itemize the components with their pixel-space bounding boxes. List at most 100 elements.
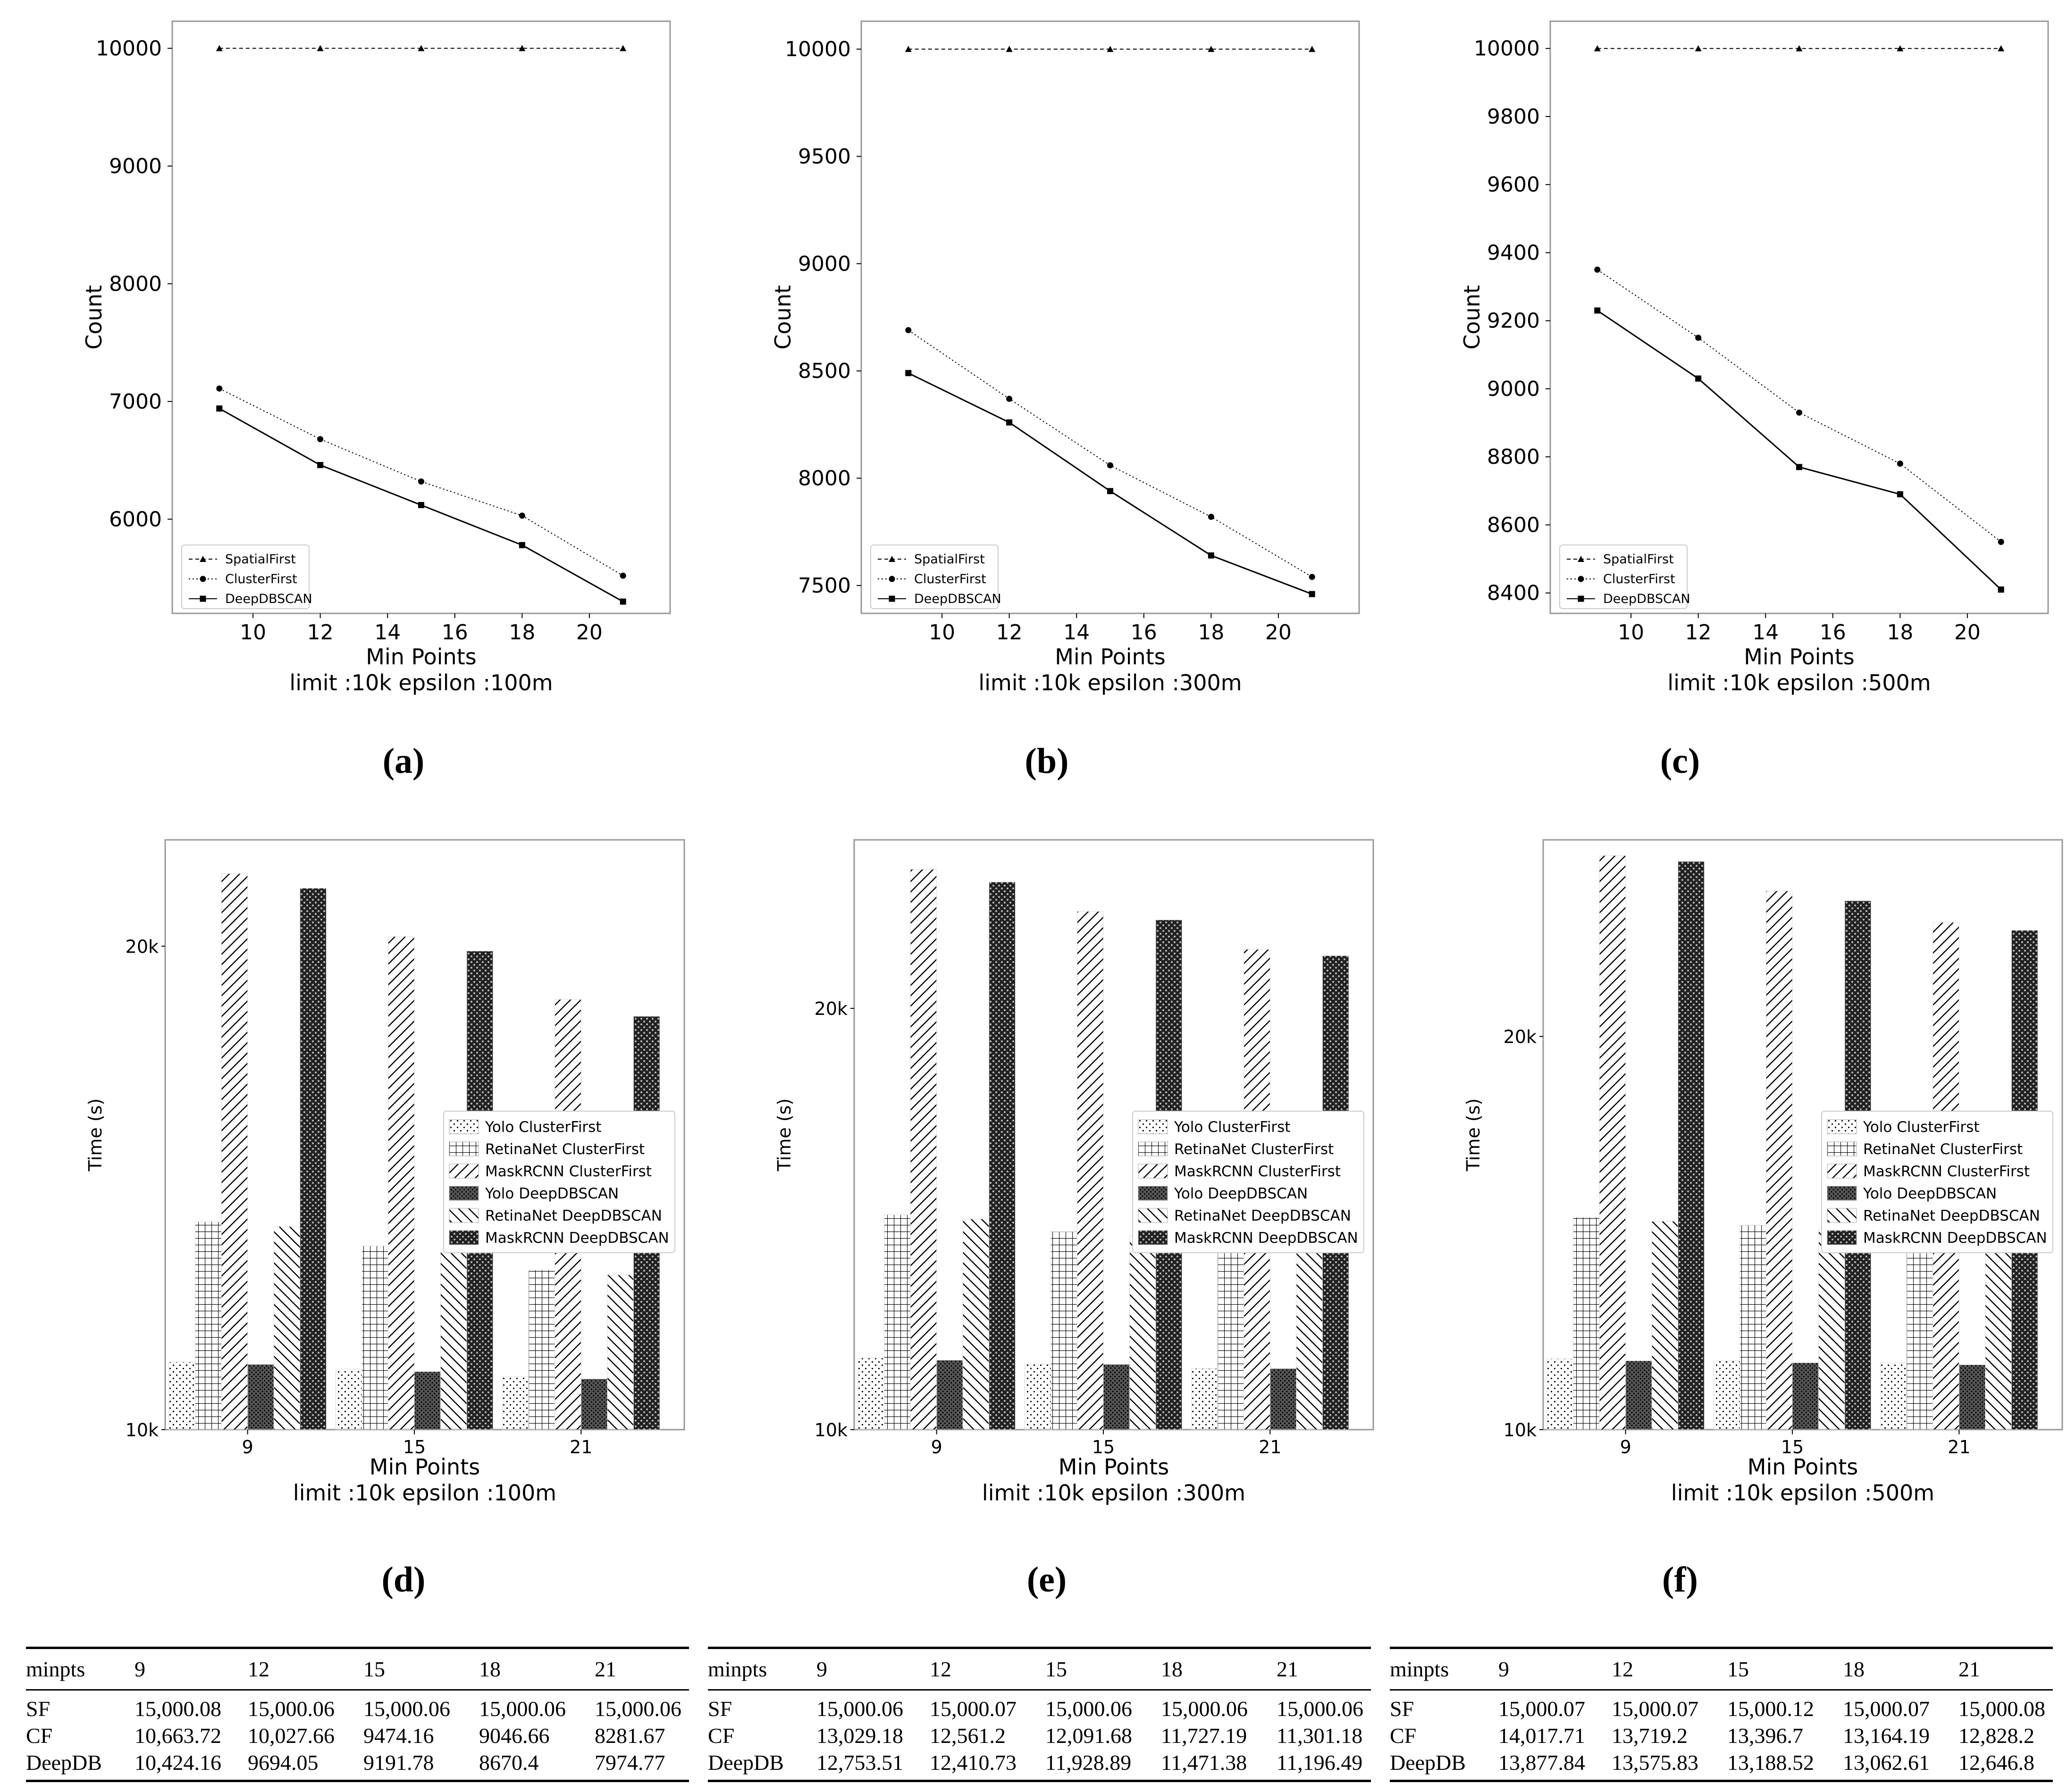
x-tick-label: 14 bbox=[1752, 620, 1779, 645]
table-cell: 11,727.19 bbox=[1161, 1724, 1247, 1748]
x-tick-label: 14 bbox=[374, 620, 401, 645]
table-header-cell: 18 bbox=[1161, 1647, 1277, 1691]
bar bbox=[1599, 855, 1626, 1430]
x-tick-label: 18 bbox=[1198, 620, 1224, 645]
y-tick-label: 8800 bbox=[1487, 445, 1540, 469]
series-clusterfirst bbox=[1594, 267, 2004, 545]
table-header-cell: 18 bbox=[1843, 1647, 1958, 1691]
table-cell: 15,000.06 bbox=[1045, 1697, 1132, 1721]
legend-label: MaskRCNN DeepDBSCAN bbox=[485, 1230, 669, 1247]
data-point bbox=[1695, 375, 1702, 382]
legend-swatch bbox=[449, 1230, 479, 1245]
table-header-cell: 21 bbox=[1277, 1647, 1371, 1691]
line-chart-b: 7500 8000 8500 9000 9500 10000 10 12 14 16 18 20 Min… bbox=[770, 20, 1360, 695]
y-tick-label: 20k bbox=[815, 998, 848, 1019]
table-header-cell: 21 bbox=[1958, 1647, 2053, 1691]
legend-box bbox=[443, 1111, 675, 1253]
data-point bbox=[1998, 539, 2004, 545]
table-a: minpts 9 12 15 18 21 SF 15,000.08 15,000.06 15,00… bbox=[26, 1647, 689, 1782]
table-cell: 15,000.06 bbox=[248, 1697, 335, 1721]
bar bbox=[221, 873, 248, 1430]
bar bbox=[1678, 861, 1705, 1430]
data-point bbox=[317, 45, 324, 51]
table-cell: 15,000.08 bbox=[1958, 1697, 2045, 1721]
legend-swatch bbox=[1138, 1164, 1168, 1179]
y-tick-label: 9200 bbox=[1487, 309, 1540, 333]
x-tick-label: 21 bbox=[570, 1437, 592, 1457]
caption-d: (d) bbox=[381, 1560, 426, 1599]
table-header-cell: 21 bbox=[595, 1647, 689, 1691]
legend-swatch bbox=[1827, 1230, 1857, 1245]
table-cell: 15,000.06 bbox=[363, 1697, 450, 1721]
chart-subtitle: limit :10k epsilon :500m bbox=[1667, 670, 1931, 695]
x-axis-label: Min Points bbox=[370, 1454, 480, 1480]
table-cell: 15,000.07 bbox=[1612, 1697, 1698, 1721]
table-cell: SF bbox=[1390, 1697, 1414, 1721]
y-tick-label: 8400 bbox=[1487, 581, 1540, 605]
x-axis-label: Min Points bbox=[1055, 644, 1165, 670]
table-cell: 12,828.2 bbox=[1958, 1724, 2034, 1748]
bar bbox=[1546, 1358, 1574, 1430]
bar bbox=[247, 1364, 274, 1430]
table-cell: 9191.78 bbox=[363, 1749, 479, 1782]
legend-swatch bbox=[449, 1186, 479, 1201]
x-tick-label: 15 bbox=[403, 1437, 426, 1457]
table-cell: DeepDB bbox=[708, 1749, 816, 1782]
table-header-row: minpts 9 12 15 18 21 bbox=[708, 1647, 1371, 1691]
series-line bbox=[1597, 269, 2001, 543]
legend-box bbox=[1821, 1111, 2053, 1253]
legend-swatch bbox=[1827, 1141, 1857, 1156]
legend-swatch bbox=[1827, 1164, 1857, 1179]
chart-subtitle: limit :10k epsilon :100m bbox=[289, 670, 553, 695]
table-cell: 11,301.18 bbox=[1277, 1724, 1363, 1748]
x-tick-label: 9 bbox=[931, 1437, 942, 1457]
table-row: DeepDB 12,753.51 12,410.73 11,928.89 11,471.… bbox=[708, 1749, 1371, 1782]
table-cell: 10,424.16 bbox=[134, 1749, 248, 1782]
data-point bbox=[1897, 491, 1903, 498]
results-table-b: minpts 9 12 15 18 21 SF 15,000.06 15,000.07 15,00… bbox=[708, 1647, 1371, 1782]
table-cell: 9474.16 bbox=[363, 1724, 434, 1748]
x-axis-label: Min Points bbox=[1059, 1454, 1169, 1480]
data-point bbox=[1594, 267, 1601, 273]
table-cell: 11,928.89 bbox=[1045, 1749, 1161, 1782]
y-tick-label: 7500 bbox=[798, 574, 851, 598]
caption-f: (f) bbox=[1662, 1560, 1698, 1599]
data-point bbox=[620, 598, 626, 605]
legend-label: Yolo ClusterFirst bbox=[1863, 1119, 1980, 1136]
results-table-c: minpts 9 12 15 18 21 SF 15,000.07 15,000.07 15,00… bbox=[1390, 1647, 2053, 1782]
legend-label: RetinaNet ClusterFirst bbox=[1863, 1141, 2023, 1158]
legend-label: MaskRCNN ClusterFirst bbox=[1174, 1163, 1341, 1180]
legend-label: DeepDBSCAN bbox=[225, 592, 312, 606]
table-cell: 11,196.49 bbox=[1277, 1749, 1371, 1782]
table-cell: 13,062.61 bbox=[1843, 1749, 1958, 1782]
x-tick-label: 21 bbox=[1259, 1437, 1281, 1457]
table-cell: SF bbox=[26, 1697, 50, 1721]
table-c: minpts 9 12 15 18 21 SF 15,000.07 15,000.07 15,00… bbox=[1390, 1647, 2053, 1782]
table-cell: 13,719.2 bbox=[1612, 1724, 1688, 1748]
bar bbox=[300, 888, 327, 1430]
y-tick-label: 10k bbox=[126, 1420, 159, 1440]
table-header-cell: 9 bbox=[1498, 1647, 1612, 1691]
bar bbox=[936, 1360, 963, 1430]
chart-subtitle: limit :10k epsilon :100m bbox=[293, 1480, 556, 1506]
table-row: DeepDB 13,877.84 13,575.83 13,188.52 13,062.… bbox=[1390, 1749, 2053, 1782]
bar bbox=[580, 1378, 608, 1430]
y-tick-label: 10k bbox=[1504, 1420, 1537, 1440]
legend-marker bbox=[200, 576, 206, 582]
legend-box bbox=[1559, 544, 1688, 609]
legend-marker bbox=[1578, 595, 1584, 602]
table-cell: 10,027.66 bbox=[248, 1724, 335, 1748]
series-deepdbscan bbox=[905, 370, 1315, 597]
legend-swatch bbox=[449, 1164, 479, 1179]
table-cell: 10,663.72 bbox=[134, 1724, 221, 1748]
legend-swatch bbox=[1138, 1119, 1168, 1134]
data-point bbox=[1006, 395, 1013, 402]
table-cell: 15,000.08 bbox=[134, 1697, 221, 1721]
results-table-a: minpts 9 12 15 18 21 SF 15,000.08 15,000.06 15,00… bbox=[26, 1647, 689, 1782]
y-tick-label: 9400 bbox=[1487, 241, 1540, 265]
table-header-cell: 12 bbox=[930, 1647, 1045, 1691]
series-clusterfirst bbox=[216, 385, 626, 579]
legend-swatch bbox=[449, 1119, 479, 1134]
